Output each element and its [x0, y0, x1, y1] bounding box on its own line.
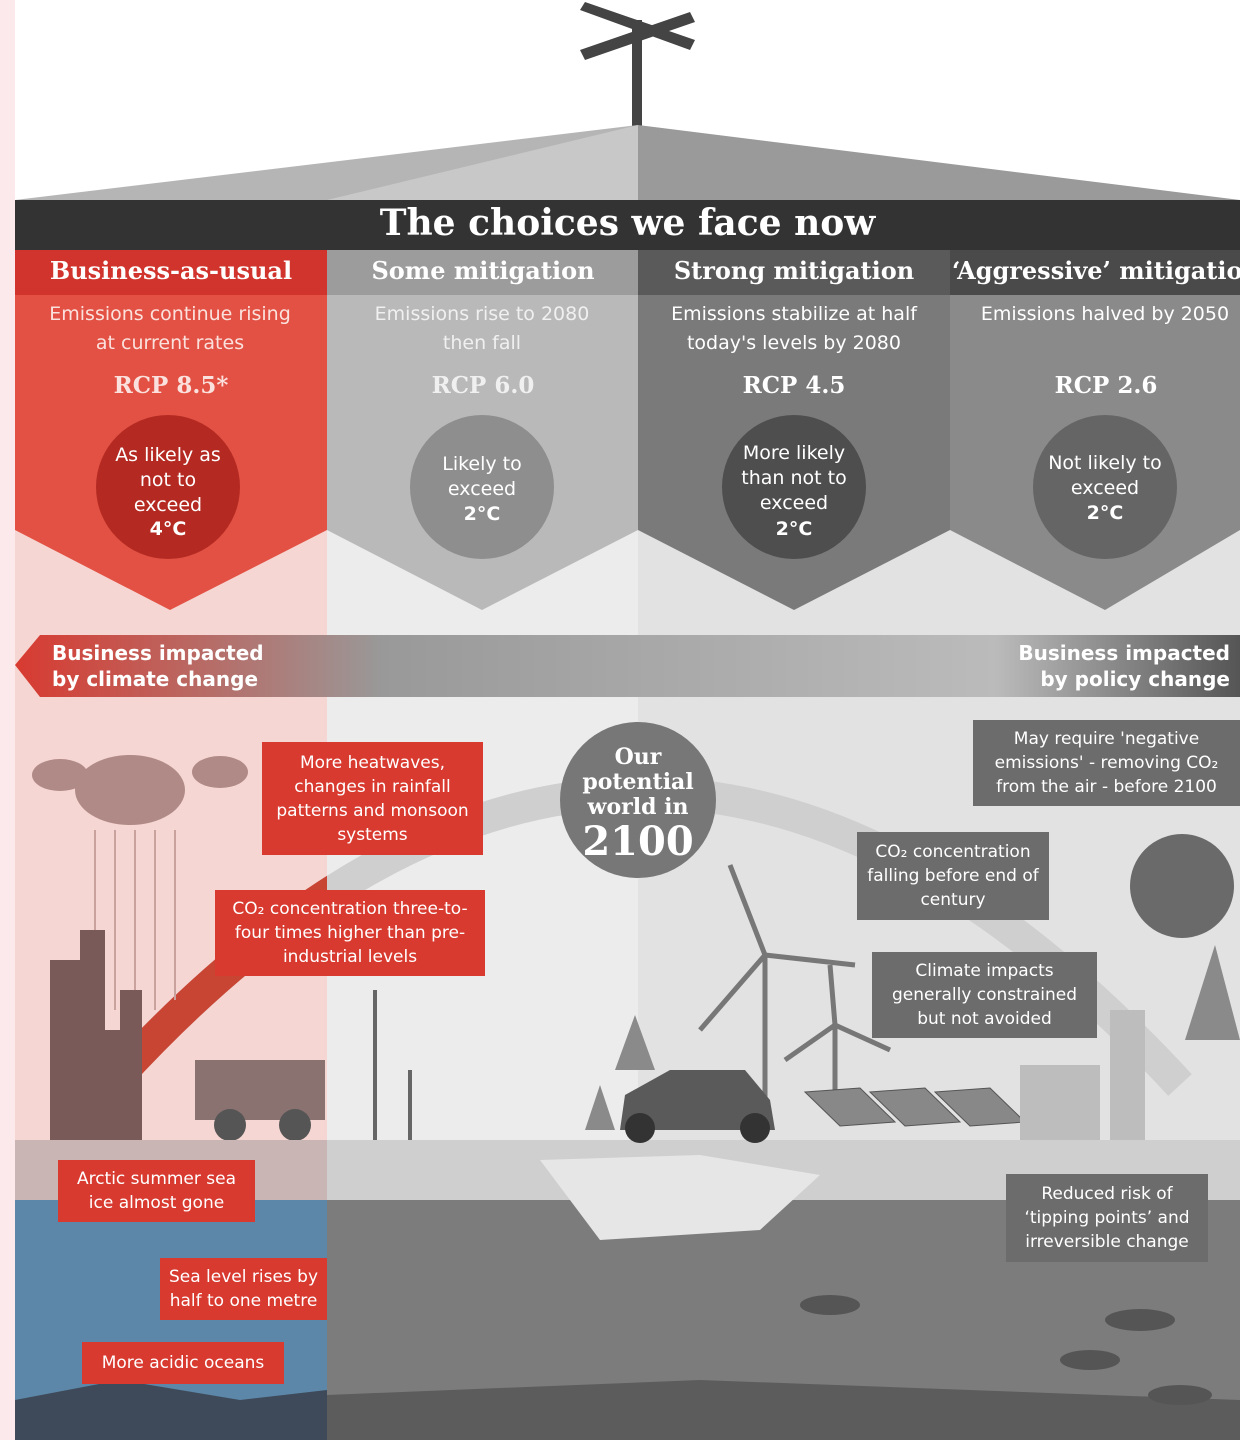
- scenario-threshold: 2°C: [417, 503, 547, 525]
- center-year: 2100: [573, 818, 703, 865]
- impact-box: More acidic oceans: [82, 1342, 284, 1384]
- scenario-likelihood: Likely to exceed: [417, 452, 547, 502]
- scenario-name: Some mitigation: [327, 256, 639, 285]
- impact-box: May require 'negative emissions' - remov…: [973, 720, 1240, 806]
- scenario-name: ‘Aggressive’ mitigation: [950, 256, 1240, 285]
- banner-left: Business impacted by climate change: [52, 640, 292, 692]
- sun: [1130, 834, 1234, 938]
- banner-right: Business impacted by policy change: [990, 640, 1230, 692]
- impact-box: Arctic summer sea ice almost gone: [58, 1160, 255, 1222]
- scenario-threshold: 2°C: [1040, 502, 1170, 524]
- scenario-rcp: RCP 6.0: [327, 372, 639, 399]
- scenario-description: Emissions continue rising at current rat…: [45, 300, 295, 358]
- scenario-likelihood: As likely as not to exceed: [103, 443, 233, 518]
- impact-box: Climate impacts generally constrained bu…: [872, 952, 1097, 1038]
- scenario-rcp: RCP 8.5*: [15, 372, 327, 399]
- scenario-threshold: 2°C: [729, 518, 859, 540]
- impact-box: Sea level rises by half to one metre: [160, 1258, 327, 1320]
- scenario-threshold: 4°C: [103, 518, 233, 540]
- impact-box: CO₂ concentration three-to-four times hi…: [215, 890, 485, 976]
- scenario-description: Emissions rise to 2080 then fall: [357, 300, 607, 358]
- impact-box: Reduced risk of ‘tipping points’ and irr…: [1006, 1174, 1208, 1262]
- scenario-rcp: RCP 4.5: [638, 372, 950, 399]
- scenario-description: Emissions halved by 2050: [980, 300, 1230, 329]
- page: The choices we face now Business-as-usua…: [0, 0, 1240, 1440]
- impact-box: CO₂ concentration falling before end of …: [857, 832, 1049, 920]
- impact-box: More heatwaves, changes in rainfall patt…: [262, 742, 483, 855]
- scenario-name: Strong mitigation: [638, 256, 950, 285]
- scenario-name: Business-as-usual: [15, 256, 327, 285]
- scenario-likelihood: More likely than not to exceed: [729, 441, 859, 516]
- scenario-likelihood: Not likely to exceed: [1040, 451, 1170, 501]
- center-caption: Our potential world in: [573, 745, 703, 820]
- infographic: The choices we face now Business-as-usua…: [0, 0, 1240, 1440]
- scenario-rcp: RCP 2.6: [950, 372, 1240, 399]
- title: The choices we face now: [15, 202, 1240, 244]
- scenario-description: Emissions stabilize at half today's leve…: [649, 300, 939, 358]
- solar-panels: [805, 1088, 1025, 1126]
